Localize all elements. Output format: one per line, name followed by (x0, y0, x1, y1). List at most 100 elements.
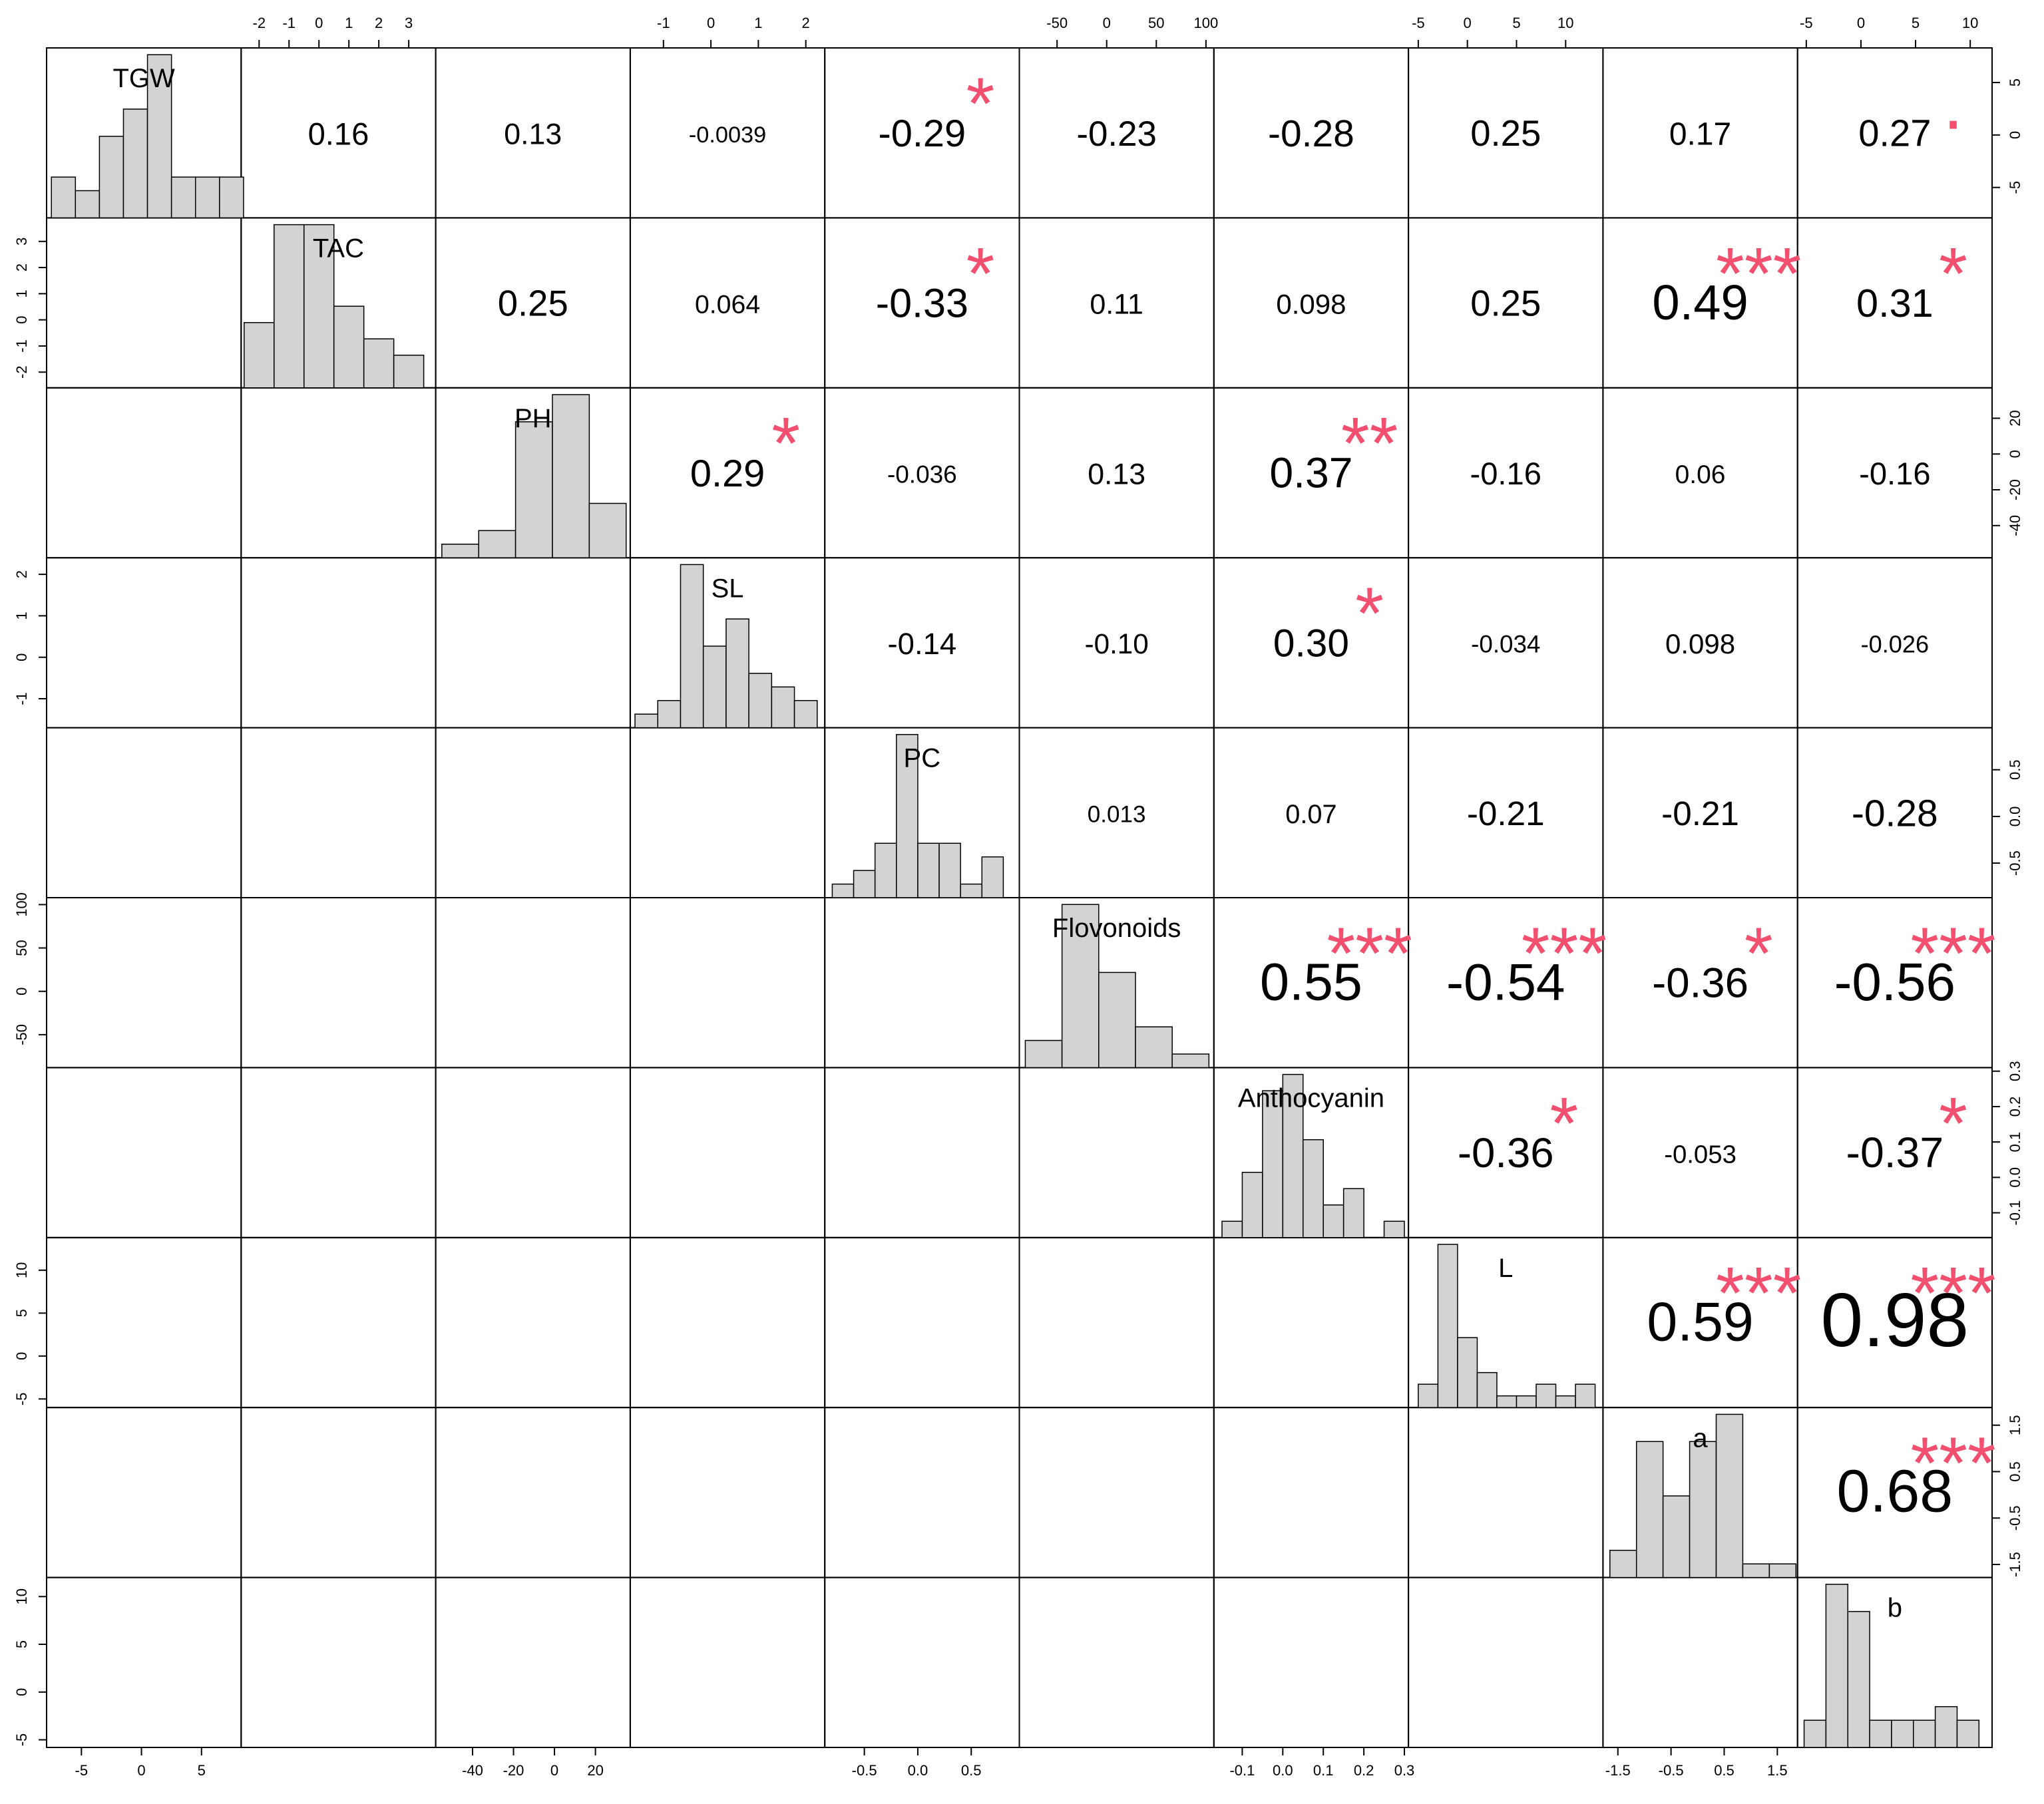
histogram-bar (1171, 1053, 1210, 1069)
histogram-bar (1609, 1549, 1637, 1578)
y-tick-label: -0.1 (2007, 1200, 2023, 1226)
y-tick-label: 1.5 (2007, 1415, 2023, 1435)
variable-name: PH (514, 404, 552, 433)
correlation-label: 0.49 (1652, 275, 1748, 330)
histogram-bar (219, 176, 244, 219)
correlation-label: -0.36 (1652, 960, 1748, 1007)
significance-stars: *** (1910, 1423, 1995, 1505)
correlation-label: -0.33 (876, 280, 968, 325)
histogram-bar (1516, 1395, 1537, 1408)
y-tick-label: -1 (13, 692, 30, 705)
significance-stars: *** (1522, 912, 1607, 994)
histogram-bar (244, 321, 275, 389)
significance-stars: *** (1910, 1252, 1995, 1334)
histogram-bar (1496, 1395, 1518, 1408)
significance-stars: * (1744, 912, 1773, 994)
y-tick-label: 0 (13, 653, 30, 661)
correlation-label: 0.25 (498, 283, 568, 324)
y-tick-label: 0 (13, 316, 30, 324)
significance-stars: *** (1910, 912, 1995, 994)
histogram-bar (99, 136, 124, 219)
y-tick-label: -5 (2007, 181, 2023, 194)
histogram-bar (1575, 1383, 1596, 1408)
correlation-label: -0.36 (1458, 1129, 1554, 1176)
histogram-bar (725, 618, 749, 729)
correlation-label: 0.064 (695, 290, 760, 319)
histogram-bar (1535, 1383, 1557, 1408)
y-tick-label: 0 (13, 1688, 30, 1696)
panel (46, 897, 242, 1069)
y-tick-label: -20 (2007, 479, 2023, 500)
y-tick-label: 100 (13, 892, 30, 917)
x-tick-label: 0 (1103, 15, 1111, 31)
y-tick-label: -40 (2007, 515, 2023, 536)
correlation-label: 0.098 (1665, 628, 1735, 659)
histogram-bar (1262, 1090, 1284, 1238)
histogram-bar (831, 883, 855, 898)
histogram-bar (1418, 1383, 1439, 1408)
x-tick-label: -20 (503, 1762, 524, 1779)
histogram-bar (702, 645, 727, 729)
correlation-label: -0.026 (1861, 631, 1929, 658)
histogram-bar (1241, 1171, 1263, 1238)
significance-stars: * (1550, 1083, 1579, 1165)
correlation-label: 0.27 (1858, 112, 1931, 154)
histogram-bar (274, 224, 305, 389)
variable-name: L (1498, 1254, 1513, 1283)
histogram-bar (122, 108, 148, 219)
variable-name: a (1693, 1423, 1708, 1453)
correlation-label: 0.11 (1090, 289, 1143, 321)
x-tick-label: -40 (462, 1762, 483, 1779)
correlation-label: 0.098 (1276, 288, 1346, 319)
panel (1408, 1576, 1604, 1749)
panel (240, 897, 437, 1069)
x-tick-label: 0 (550, 1762, 558, 1779)
panel (46, 557, 242, 729)
histogram-bar (1024, 1039, 1063, 1069)
correlation-label: -0.23 (1076, 114, 1156, 154)
histogram-bar (1825, 1584, 1848, 1748)
y-tick-label: 50 (13, 940, 30, 956)
correlation-label: 0.59 (1647, 1291, 1753, 1352)
histogram-bar (552, 394, 590, 558)
histogram-bar (1662, 1495, 1691, 1578)
x-tick-label: -0.5 (1659, 1762, 1684, 1779)
panel (1213, 1407, 1410, 1578)
variable-name: TAC (313, 234, 364, 263)
histogram-bar (1282, 1073, 1304, 1238)
panel (240, 1067, 437, 1238)
histogram-bar (634, 713, 658, 729)
histogram-bar (51, 176, 77, 219)
y-tick-label: 0.1 (2007, 1132, 2023, 1153)
correlation-label: 0.31 (1856, 281, 1934, 325)
x-tick-label: 0.5 (961, 1762, 982, 1779)
panel (46, 1236, 242, 1409)
correlation-label: -0.053 (1664, 1140, 1737, 1169)
correlation-label: -0.21 (1467, 795, 1545, 832)
correlation-label: 0.55 (1260, 952, 1362, 1011)
histogram-bar (1061, 904, 1100, 1069)
panel (629, 1067, 826, 1238)
correlation-label: -0.036 (887, 460, 957, 488)
histogram-bar (1891, 1719, 1914, 1748)
significance-stars: *** (1716, 1252, 1801, 1334)
histogram-bar (1847, 1610, 1870, 1748)
histogram-bar (363, 338, 395, 389)
histogram-bar (1098, 972, 1136, 1069)
significance-stars: * (966, 63, 995, 144)
x-tick-label: 1 (754, 15, 762, 31)
histogram-bar (1689, 1441, 1717, 1578)
panel (1602, 1576, 1798, 1749)
significance-stars: * (1355, 573, 1384, 655)
variable-name: Anthocyanin (1238, 1083, 1384, 1113)
x-tick-label: 3 (405, 15, 413, 31)
correlation-label: 0.013 (1088, 802, 1146, 828)
panel (824, 897, 1020, 1069)
panel (240, 1407, 437, 1578)
panel (629, 727, 826, 898)
y-tick-label: 2 (13, 570, 30, 578)
x-tick-label: 0 (315, 15, 323, 31)
panel (1018, 1576, 1215, 1749)
y-tick-label: 0 (13, 988, 30, 995)
x-tick-label: -0.5 (852, 1762, 877, 1779)
